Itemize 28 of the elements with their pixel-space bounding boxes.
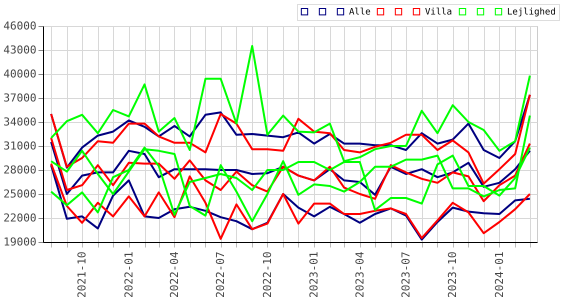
y-tick-label: 31000 [3, 140, 36, 152]
y-tick-label: 22000 [3, 212, 36, 224]
line-series [50, 137, 531, 202]
line-series [50, 141, 531, 196]
y-tick-label: 34000 [3, 116, 36, 128]
y-tick-label: 25000 [3, 188, 36, 200]
y-tick-label: 28000 [3, 164, 36, 176]
line-series [50, 94, 531, 169]
legend-label: Villa [425, 8, 452, 18]
line-series [50, 94, 531, 185]
x-tick-label: 2022-01 [122, 252, 136, 298]
x-tick-label: 2023-10 [446, 252, 460, 298]
x-tick-label: 2023-04 [353, 251, 366, 298]
y-tick-label: 43000 [3, 44, 36, 56]
x-tick-label: 2022-07 [214, 252, 228, 298]
x-tick-label: 2024-01 [492, 252, 506, 298]
x-tick-label: 2022-04 [168, 251, 181, 298]
line-series [50, 114, 531, 222]
x-tick-label: 2022-10 [260, 252, 274, 298]
legend-label: Alle [349, 8, 371, 18]
y-tick-label: 46000 [3, 20, 36, 32]
x-tick-label: 2021-10 [76, 252, 89, 298]
x-tick-label: 2023-01 [308, 252, 321, 298]
y-tick-label: 37000 [3, 92, 36, 104]
y-tick-label: 19000 [3, 236, 36, 248]
y-tick-label: 40000 [3, 68, 36, 80]
legend-label: Lejlighed [507, 8, 556, 18]
x-tick-label: 2023-07 [400, 252, 413, 298]
